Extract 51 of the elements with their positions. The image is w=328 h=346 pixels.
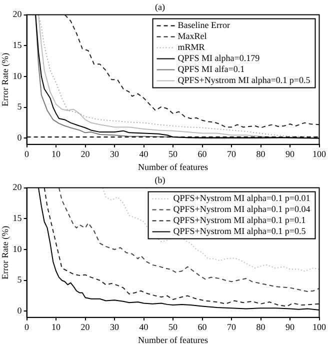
chart-title: (b) — [154, 174, 166, 185]
y-axis-title: Error Rate (%) — [0, 226, 10, 280]
y-tick-label: 0 — [17, 132, 22, 143]
y-tick-label: 10 — [12, 244, 22, 254]
legend-label: Baseline Error — [178, 20, 230, 30]
legend-label: QPFS+Nystrom MI alpha=0.1 p=0.1 — [173, 215, 306, 226]
x-tick-label: 50 — [168, 149, 178, 160]
x-tick-label: 40 — [139, 149, 149, 160]
x-tick-label: 20 — [80, 149, 90, 160]
line-series — [58, 188, 320, 292]
legend-label: QPFS MI alpha=0.179 — [178, 53, 260, 64]
legend-label: QPFS+Nystrom MI alpha=0.1 p=0.5 — [173, 226, 306, 236]
x-axis-title: Number of features — [138, 334, 208, 345]
y-tick-label: 20 — [12, 9, 22, 20]
x-tick-label: 70 — [227, 322, 237, 332]
y-tick-label: 5 — [17, 102, 22, 112]
x-tick-label: 10 — [52, 149, 62, 160]
legend-label: MaxRel — [178, 31, 208, 42]
line-series — [64, 14, 320, 128]
x-tick-label: 30 — [110, 149, 120, 160]
x-tick-label: 60 — [198, 322, 208, 332]
x-tick-label: 0 — [24, 149, 30, 160]
legend-label: QPFS MI alfa=0.1 — [178, 64, 245, 74]
y-tick-label: 0 — [17, 306, 22, 316]
y-tick-label: 10 — [12, 70, 22, 81]
chart-title: (a) — [155, 2, 165, 12]
x-tick-label: 10 — [52, 322, 62, 332]
y-tick-label: 15 — [12, 40, 22, 50]
x-tick-label: 50 — [168, 322, 178, 332]
y-tick-label: 15 — [12, 213, 22, 224]
x-tick-label: 70 — [227, 149, 237, 160]
x-tick-label: 90 — [286, 322, 296, 332]
x-tick-label: 80 — [256, 149, 266, 160]
x-tick-label: 30 — [110, 322, 120, 332]
legend-label: mRMR — [178, 42, 205, 52]
y-axis-title: Error Rate (%) — [0, 52, 10, 106]
y-tick-label: 5 — [17, 274, 22, 285]
x-tick-label: 0 — [24, 322, 30, 332]
x-tick-label: 40 — [139, 322, 149, 332]
x-tick-label: 80 — [256, 322, 266, 332]
x-tick-label: 100 — [312, 149, 326, 160]
x-tick-label: 20 — [80, 322, 90, 332]
x-tick-label: 90 — [286, 149, 296, 160]
legend-label: QPFS+Nystrom MI alpha=0.1 p=0.01 — [173, 193, 310, 204]
line-series — [102, 188, 320, 272]
legend-label: QPFS+Nystrom MI alpha=0.1 p=0.04 — [173, 204, 311, 214]
x-tick-label: 60 — [198, 149, 208, 160]
y-tick-label: 20 — [12, 182, 22, 192]
x-tick-label: 100 — [312, 322, 326, 332]
x-axis-title: Number of features — [138, 162, 208, 172]
legend-label: QPFS+Nystrom MI alpha=0.1 p=0.5 — [178, 75, 311, 86]
